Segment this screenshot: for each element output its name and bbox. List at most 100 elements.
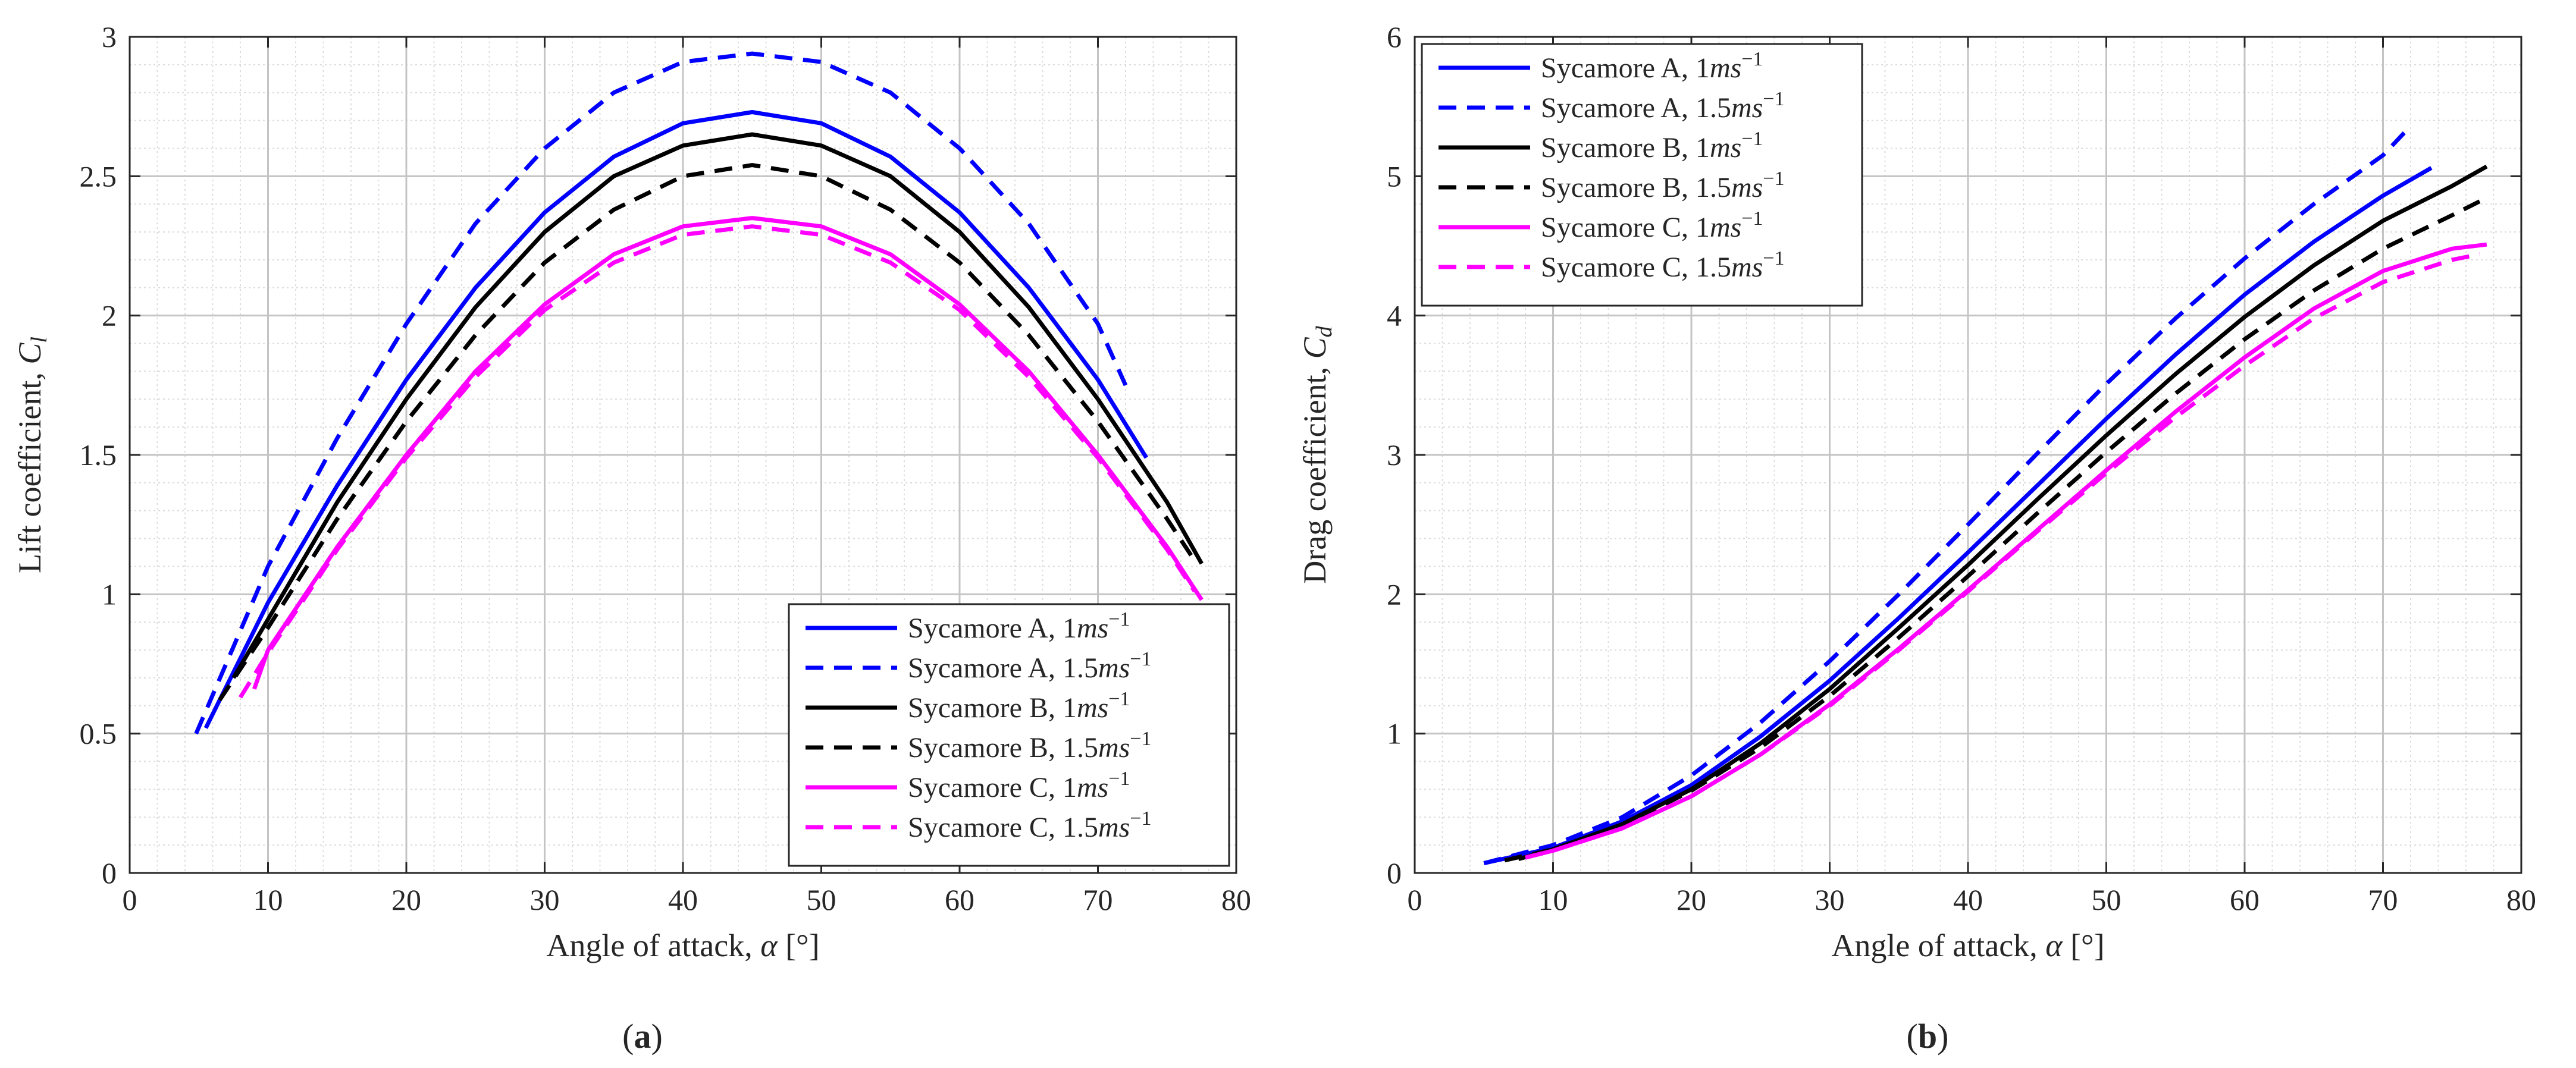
y-tick-label: 0 (102, 856, 117, 890)
legend-label-speed: 1.5 (1063, 732, 1098, 764)
panel-label-a: (a) (622, 1017, 663, 1056)
legend-label-speed: 1 (1696, 132, 1710, 164)
legend-label-exponent: −1 (1130, 648, 1151, 670)
legend-label-speed: 1.5 (1063, 652, 1098, 684)
legend-label-unit: ms (1710, 52, 1741, 84)
legend-item: Sycamore A, 1.5ms−1 (1439, 88, 1784, 124)
legend-label-exponent: −1 (1130, 808, 1151, 830)
legend-label-separator: , (1681, 52, 1696, 84)
legend-label: Sycamore A, 1ms−1 (1541, 48, 1763, 84)
legend-item: Sycamore C, 1ms−1 (806, 768, 1130, 803)
legend-label-separator: , (1681, 132, 1696, 164)
legend-label-exponent: −1 (1108, 688, 1130, 710)
legend-label-separator: , (1681, 212, 1696, 243)
legend-label-name: Sycamore B (908, 732, 1048, 764)
legend-label-speed: 1 (1063, 612, 1077, 644)
series-line-4 (218, 163, 1197, 702)
legend-label-speed: 1.5 (1696, 172, 1731, 203)
legend-label-separator: , (1681, 92, 1696, 124)
x-tick-label: 40 (1953, 883, 1983, 916)
x-axis-label-text: Angle of attack, (546, 928, 760, 963)
y-axis-label-text: Lift coefficient, (12, 365, 48, 573)
legend-item: Sycamore C, 1.5ms−1 (1439, 247, 1784, 283)
x-axis-label: Angle of attack, α [°] (1831, 928, 2104, 963)
legend-label-unit: ms (1098, 732, 1130, 764)
y-tick-label: 4 (1387, 299, 1402, 332)
legend-label: Sycamore B, 1ms−1 (1541, 128, 1763, 164)
x-axis-label-unit: [°] (2063, 928, 2105, 963)
legend-label-exponent: −1 (1108, 768, 1130, 790)
legend-label-name: Sycamore C (908, 812, 1048, 843)
legend-label-separator: , (1048, 732, 1063, 764)
legend-label: Sycamore B, 1ms−1 (908, 688, 1130, 724)
legend-label-separator: , (1048, 772, 1063, 803)
legend-item: Sycamore A, 1.5ms−1 (806, 648, 1151, 684)
legend-label-exponent: −1 (1741, 128, 1763, 150)
y-tick-label: 0 (1387, 856, 1402, 890)
x-tick-label: 70 (2368, 883, 2398, 916)
series-line-4 (1504, 199, 2481, 863)
x-tick-label: 50 (2092, 883, 2121, 916)
x-tick-label: 60 (2230, 883, 2260, 916)
series-line-5 (1525, 242, 2487, 860)
legend-label-unit: ms (1731, 172, 1763, 203)
legend-label-speed: 1.5 (1696, 92, 1731, 124)
legend-label-exponent: −1 (1763, 88, 1784, 110)
y-axis-label-symbol: C (1297, 337, 1333, 359)
panel-a-lift-chart: 0 10 20 30 40 50 60 70 80 0 0.5 1 1.5 2 2.5 3 Angle of a… (12, 20, 1251, 963)
series-line-2 (194, 51, 1128, 735)
legend-item: Sycamore B, 1ms−1 (1439, 128, 1763, 164)
x-tick-label: 20 (391, 883, 421, 916)
y-axis-label-subscript: d (1312, 325, 1337, 337)
legend-label-unit: ms (1731, 252, 1763, 283)
legend-label-unit: ms (1098, 652, 1130, 684)
legend-box (1421, 43, 1863, 307)
legend-label-name: Sycamore A (1541, 52, 1681, 84)
y-tick-label: 2.5 (80, 159, 117, 193)
legend-label-speed: 1.5 (1063, 812, 1098, 843)
legend-item: Sycamore B, 1ms−1 (806, 688, 1130, 724)
legend-label-name: Sycamore A (1541, 92, 1681, 124)
legend-label-unit: ms (1710, 212, 1741, 243)
x-tick-label: 70 (1083, 883, 1113, 916)
x-tick-label: 20 (1676, 883, 1706, 916)
legend-label: Sycamore B, 1.5ms−1 (908, 728, 1151, 764)
legend-item: Sycamore C, 1.5ms−1 (806, 808, 1151, 843)
legend-label-separator: , (1681, 252, 1696, 283)
x-tick-label: 80 (1221, 883, 1251, 916)
legend-label-exponent: −1 (1763, 168, 1784, 190)
legend-item: Sycamore C, 1ms−1 (1439, 208, 1763, 243)
legend-label-unit: ms (1077, 692, 1108, 724)
y-axis-label-text: Drag coefficient, (1297, 359, 1333, 583)
legend-label-unit: ms (1710, 132, 1741, 164)
legend-label-name: Sycamore C (1541, 252, 1681, 283)
legend-label-name: Sycamore A (908, 612, 1048, 644)
x-axis-label-text: Angle of attack, (1831, 928, 2045, 963)
y-tick-label: 3 (102, 20, 117, 54)
legend-label-separator: , (1048, 812, 1063, 843)
x-tick-label: 40 (668, 883, 698, 916)
legend-label-speed: 1 (1063, 772, 1077, 803)
legend-label-exponent: −1 (1741, 48, 1763, 70)
series-line-6 (239, 224, 1197, 699)
series-group (1483, 124, 2488, 866)
legend-item: Sycamore B, 1.5ms−1 (1439, 168, 1784, 203)
legend-label-unit: ms (1731, 92, 1763, 124)
series-line-2 (1483, 124, 2412, 865)
legend-label-name: Sycamore B (1541, 172, 1681, 203)
legend-label-separator: , (1681, 172, 1696, 203)
legend-label-exponent: −1 (1741, 208, 1763, 230)
panel-label-b: (b) (1907, 1017, 1949, 1056)
series-line-3 (1518, 164, 2488, 861)
legend-label-speed: 1.5 (1696, 252, 1731, 283)
y-tick-label: 1 (102, 577, 117, 611)
legend-label-speed: 1 (1063, 692, 1077, 724)
legend-label-separator: , (1048, 652, 1063, 684)
legend-label-unit: ms (1077, 772, 1108, 803)
legend-box (788, 603, 1230, 867)
legend-label-separator: , (1048, 612, 1063, 644)
legend-label: Sycamore C, 1.5ms−1 (908, 808, 1151, 843)
x-tick-label: 50 (807, 883, 836, 916)
